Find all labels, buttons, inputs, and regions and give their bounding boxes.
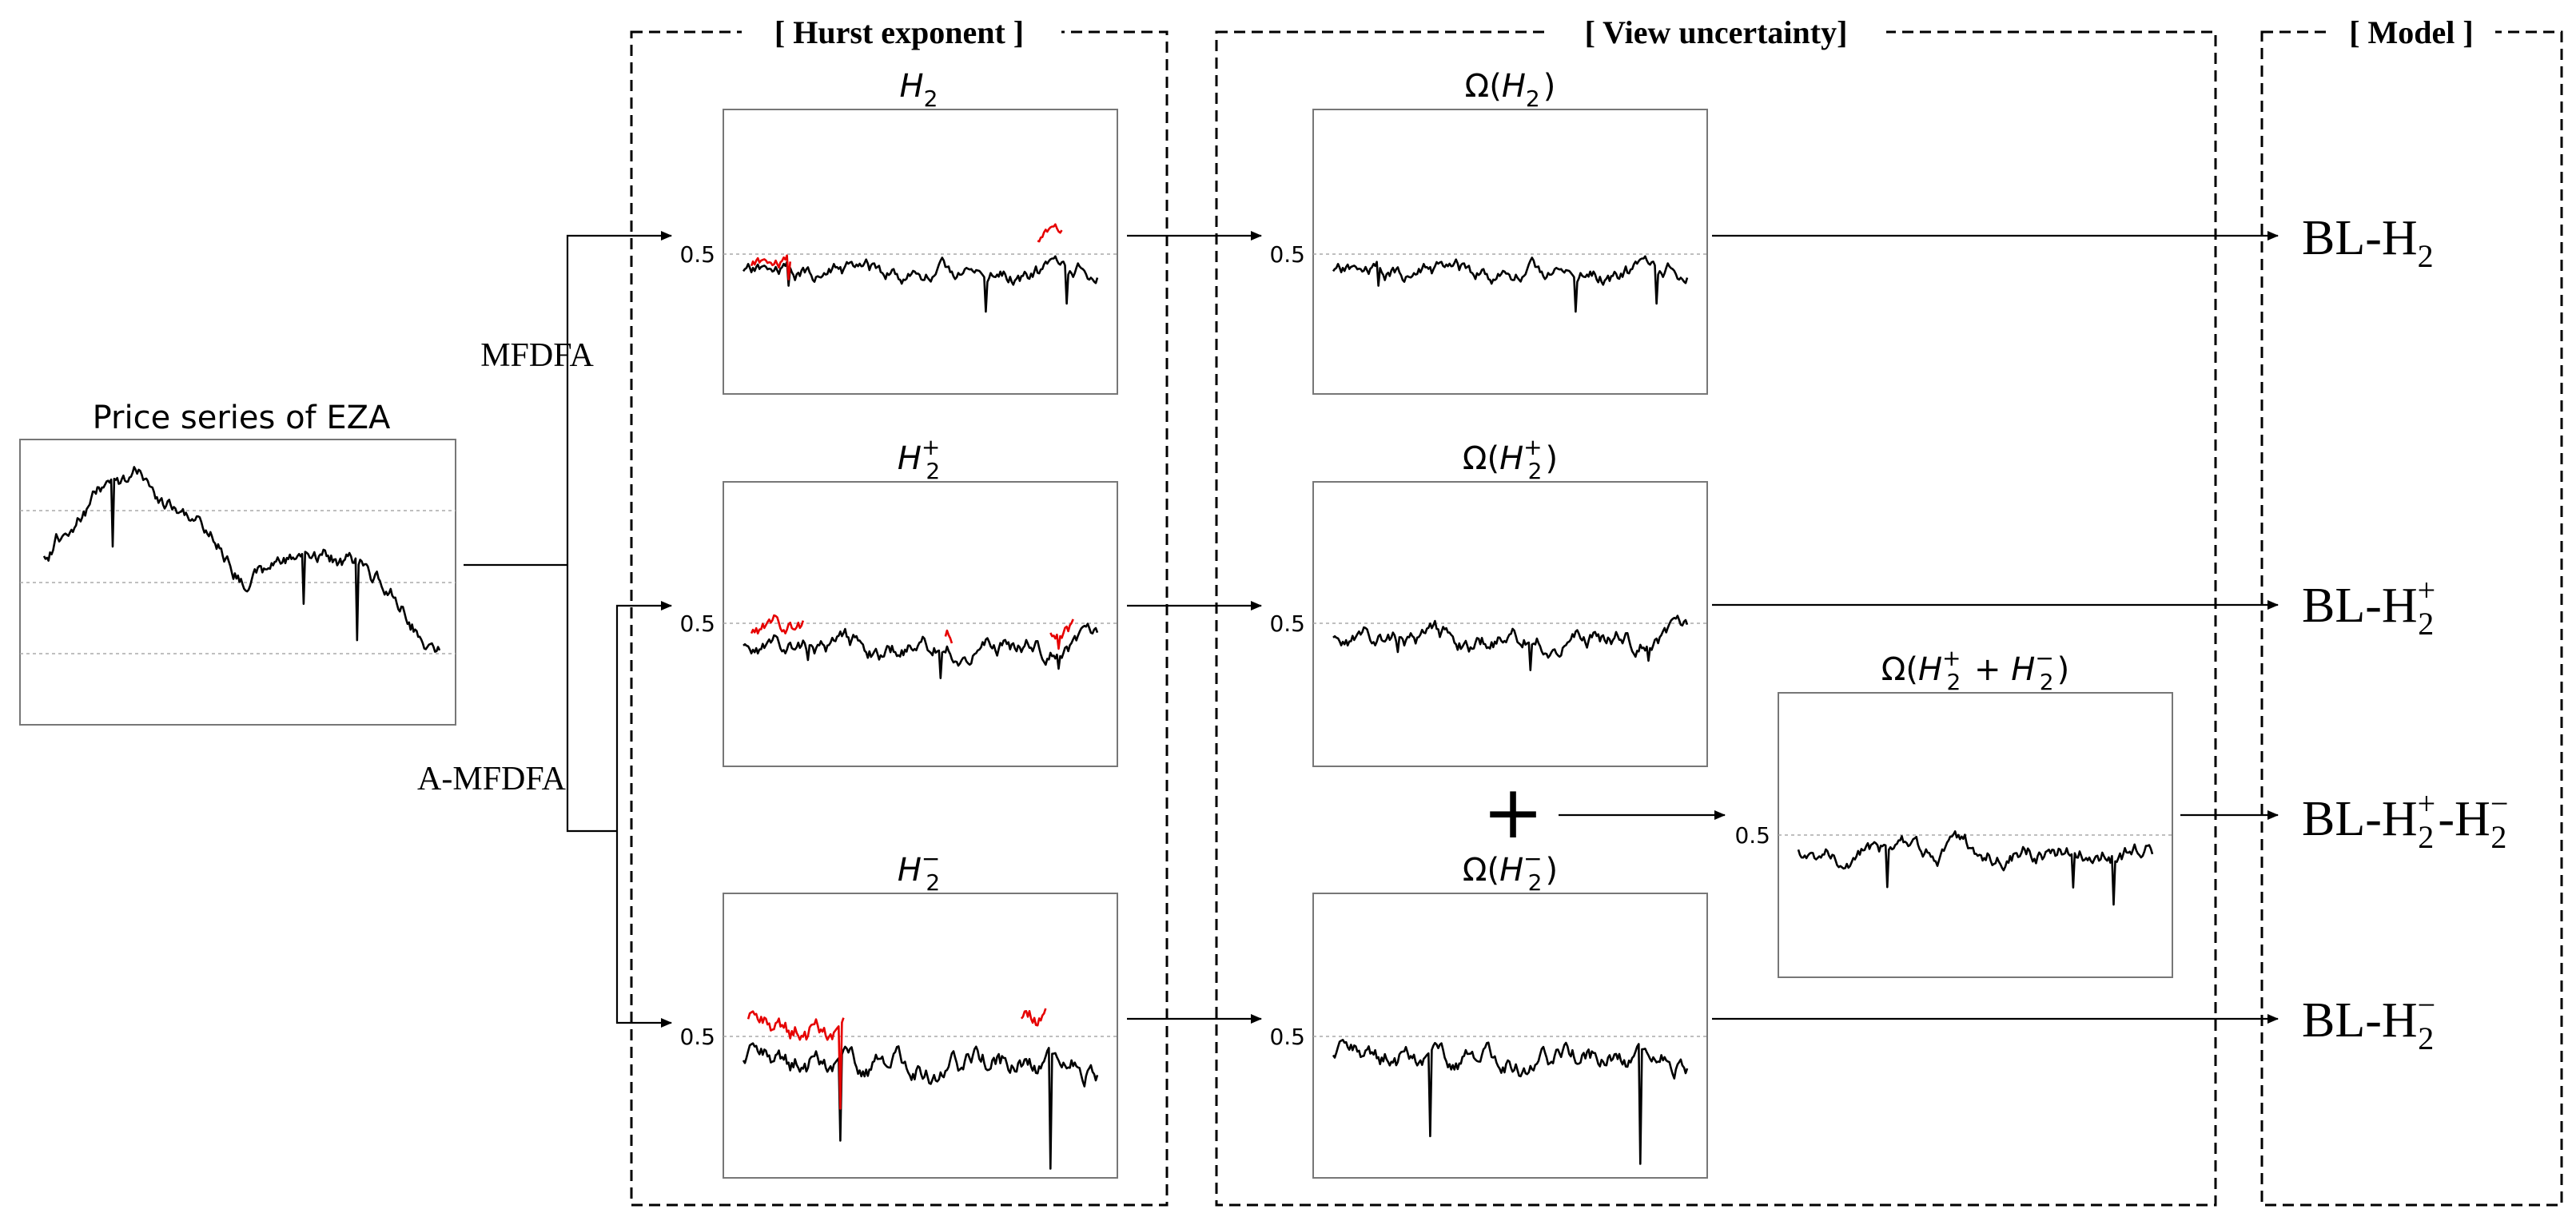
amfdfa-label: A-MFDFA [417, 761, 567, 797]
amfdfa-to-h2minus-arrow [615, 831, 672, 1028]
hurst-h2minus-panel: 0.5 H− 2 [679, 845, 1118, 1179]
hurst-h2plus-highlight-segment-2 [944, 629, 954, 644]
hurst-h2plus-series-line [743, 622, 1099, 680]
omega-combined-title: Ω(H+ 2 + H− 2 ) [1881, 645, 2069, 695]
hurst-h2plus-panel: 0.5 H+ 2 [679, 434, 1118, 767]
omega-h2plus-axes [1312, 481, 1708, 767]
hurst-h2minus-axes [723, 893, 1118, 1179]
hurst-h2-highlight-segment-2 [1037, 223, 1063, 243]
hurst-h2-highlight-segment-1 [750, 254, 791, 280]
hurst-h2plus-highlight-segment-3 [1049, 618, 1074, 650]
model-section-label: [ Model ] [2349, 14, 2474, 50]
price-series-line [42, 466, 441, 653]
hurst-h2plus-highlight-segment-1 [750, 614, 805, 635]
model-bl-h2plus-label: BL-H+ 2 [2302, 572, 2438, 642]
model-labels: BL-H2 BL-H+ 2 BL-H+ 2 -H− 2 BL-H− 2 [2302, 211, 2511, 1056]
hurst-panels: 0.5 H2 0.5 H+ 2 0.5 H− 2 [679, 68, 1118, 1179]
mfdfa-branch-connector [566, 231, 672, 565]
hurst-label-bg [742, 16, 1061, 48]
omega-h2-series-line [1332, 255, 1689, 313]
omega-h2-title: Ω(H2 ) [1465, 68, 1556, 112]
model-bl-h2minus-label: BL-H− 2 [2302, 987, 2438, 1056]
omega-combined-tick-label: 0.5 [1734, 822, 1770, 849]
amfdfa-to-h2plus-arrow [615, 601, 672, 831]
model-label-bg [2327, 16, 2495, 48]
omega-h2plus-title: Ω(H+ 2 ) [1463, 434, 1558, 484]
hurst-h2-tick-label: 0.5 [679, 241, 715, 268]
hurst-section-label: [ Hurst exponent ] [774, 14, 1024, 50]
hurst-h2minus-highlight-segment-2 [1020, 1008, 1047, 1027]
omega-h2minus-series-line [1332, 1039, 1689, 1165]
omega-h2-tick-label: 0.5 [1269, 241, 1305, 268]
hurst-h2minus-series-line [742, 1042, 1099, 1170]
omega-h2minus-tick-label: 0.5 [1269, 1024, 1305, 1050]
hurst-h2-panel: 0.5 H2 [679, 68, 1118, 395]
hurst-h2-series-line [742, 255, 1099, 313]
omega-h2minus-panel: 0.5 Ω(H− 2 ) [1269, 845, 1708, 1179]
hurst-h2plus-axes [723, 481, 1118, 767]
omega-h2plus-tick-label: 0.5 [1269, 611, 1305, 637]
uncertainty-section-label: [ View uncertainty] [1585, 14, 1848, 50]
hurst-h2-axes [723, 109, 1118, 395]
hurst-h2-title: H2 [900, 68, 942, 112]
omega-h2plus-panel: 0.5 Ω(H+ 2 ) [1269, 434, 1708, 767]
plus-symbol: + [1482, 770, 1543, 855]
hurst-h2minus-title: H− 2 [898, 845, 943, 896]
omega-h2plus-series-line [1332, 614, 1689, 672]
omega-h2-panel: 0.5 Ω(H2 ) [1269, 68, 1708, 395]
amfdfa-branch-connector [566, 565, 617, 833]
hurst-h2plus-title: H+ 2 [898, 434, 943, 484]
hurst-h2minus-tick-label: 0.5 [679, 1024, 715, 1050]
hurst-h2minus-highlight-segment-1 [747, 1010, 845, 1110]
omega-combined-series-line [1797, 830, 2154, 906]
uncertainty-label-bg [1547, 16, 1886, 48]
model-bl-h2-label: BL-H2 [2302, 211, 2438, 274]
uncertainty-panels: 0.5 Ω(H2 ) 0.5 Ω(H+ 2 ) 0.5 Ω(H− 2 ) 0.5 Ω(H+ 2 + … [1269, 68, 2173, 1179]
hurst-h2plus-tick-label: 0.5 [679, 611, 715, 637]
omega-h2minus-axes [1312, 893, 1708, 1179]
mfdfa-label: MFDFA [480, 337, 594, 374]
model-bl-h2plus-h2minus-label: BL-H+ 2 -H− 2 [2302, 786, 2511, 855]
omega-h2minus-title: Ω(H− 2 ) [1463, 845, 1558, 896]
omega-combined-panel: 0.5 Ω(H+ 2 + H− 2 ) [1734, 645, 2173, 978]
omega-h2-axes [1312, 109, 1708, 395]
price-series-title: Price series of EZA [93, 400, 391, 436]
